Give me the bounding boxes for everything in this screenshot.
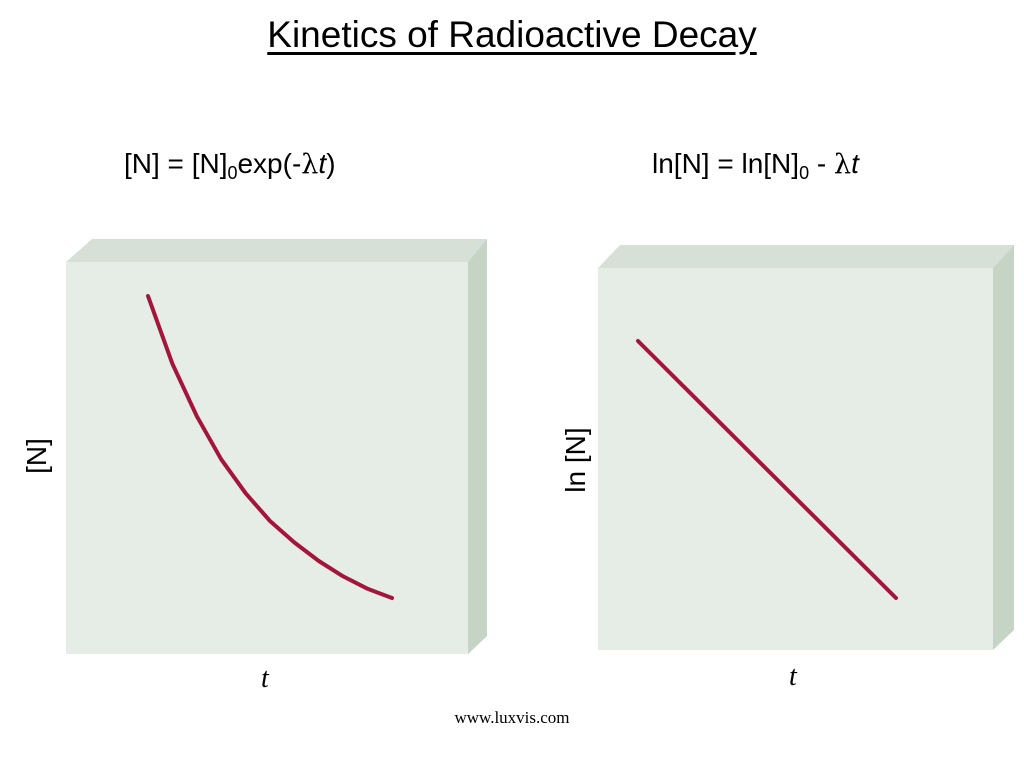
left-panel-side-face bbox=[468, 239, 487, 654]
footer-url: www.luxvis.com bbox=[454, 708, 570, 727]
left-plot-panel bbox=[66, 239, 487, 654]
log-decay-equation: ln[N] = ln[N]0 - λt bbox=[652, 148, 859, 184]
right-plot-panel bbox=[598, 245, 1014, 650]
left-x-axis-label: t bbox=[261, 663, 269, 694]
eq-right-t: t bbox=[851, 148, 859, 179]
eq-right-lambda: λ bbox=[833, 149, 852, 180]
left-y-axis-label: [N] bbox=[21, 438, 52, 474]
eq-left-t: t bbox=[318, 148, 327, 179]
right-panel-top-face bbox=[598, 245, 1014, 268]
left-panel-front-face bbox=[66, 262, 468, 654]
eq-left-part-a: [N] = [N] bbox=[124, 148, 228, 179]
log-decay-line bbox=[636, 339, 898, 600]
eq-right-part-a: ln[N] = ln[N] bbox=[652, 148, 800, 179]
eq-right-subscript: 0 bbox=[799, 163, 810, 183]
right-panel-side-face bbox=[993, 245, 1014, 650]
right-panel-front-face bbox=[598, 268, 993, 650]
eq-left-part-c: ) bbox=[326, 148, 336, 179]
eq-left-subscript: 0 bbox=[227, 163, 238, 183]
right-x-axis-label: t bbox=[789, 661, 797, 692]
eq-left-part-b: exp(- bbox=[237, 148, 302, 179]
exponential-decay-curve bbox=[146, 294, 394, 600]
right-y-axis-label: ln [N] bbox=[560, 427, 591, 493]
eq-left-lambda: λ bbox=[301, 149, 319, 180]
left-panel-top-face bbox=[66, 239, 487, 262]
page-title: Kinetics of Radioactive Decay bbox=[267, 14, 757, 55]
exponential-decay-equation: [N] = [N]0exp(-λt) bbox=[124, 148, 336, 184]
eq-right-part-b: - bbox=[809, 148, 834, 179]
